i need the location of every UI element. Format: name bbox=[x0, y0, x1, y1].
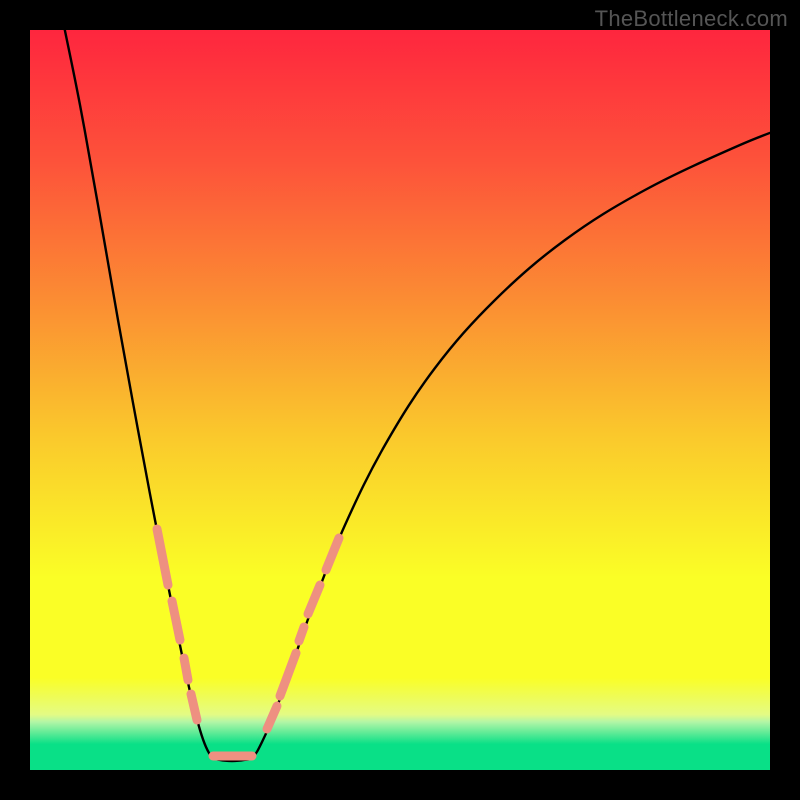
chart-svg bbox=[30, 30, 770, 770]
gradient-background bbox=[30, 30, 770, 770]
highlight-dash bbox=[191, 694, 197, 720]
chart-container: TheBottleneck.com bbox=[0, 0, 800, 800]
plot-area bbox=[30, 30, 770, 770]
highlight-dash bbox=[184, 658, 188, 680]
watermark-text: TheBottleneck.com bbox=[595, 6, 788, 32]
highlight-dash bbox=[299, 627, 304, 641]
